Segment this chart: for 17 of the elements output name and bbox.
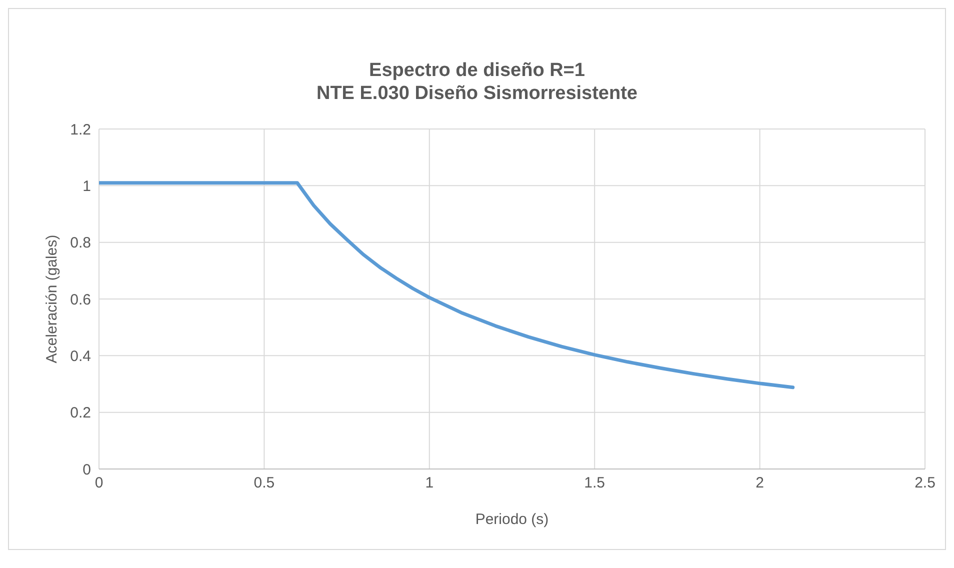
y-tick-label: 0.8 — [70, 234, 91, 252]
y-tick-label: 0.4 — [70, 348, 91, 365]
x-tick-label: 2.5 — [914, 474, 936, 492]
y-axis-title: Aceleración (gales) — [43, 234, 60, 364]
x-tick-label: 2 — [756, 474, 764, 492]
x-tick-label: 0 — [94, 474, 104, 492]
chart-title: Espectro de diseño R=1 NTE E.030 Diseño Sismorresistente — [315, 59, 638, 105]
x-tick-label: 1.5 — [584, 474, 606, 492]
x-axis-title: Periodo (s) — [475, 511, 549, 528]
y-tick-label: 1 — [82, 178, 91, 195]
y-tick-label: 0 — [82, 461, 91, 478]
y-tick-label: 0.2 — [70, 404, 91, 422]
x-tick-label: 0.5 — [254, 474, 275, 492]
x-tick-label: 1 — [425, 474, 434, 492]
y-tick-label: 0.6 — [70, 291, 91, 308]
y-tick-label: 1.2 — [70, 121, 91, 138]
line-series — [99, 181, 795, 390]
